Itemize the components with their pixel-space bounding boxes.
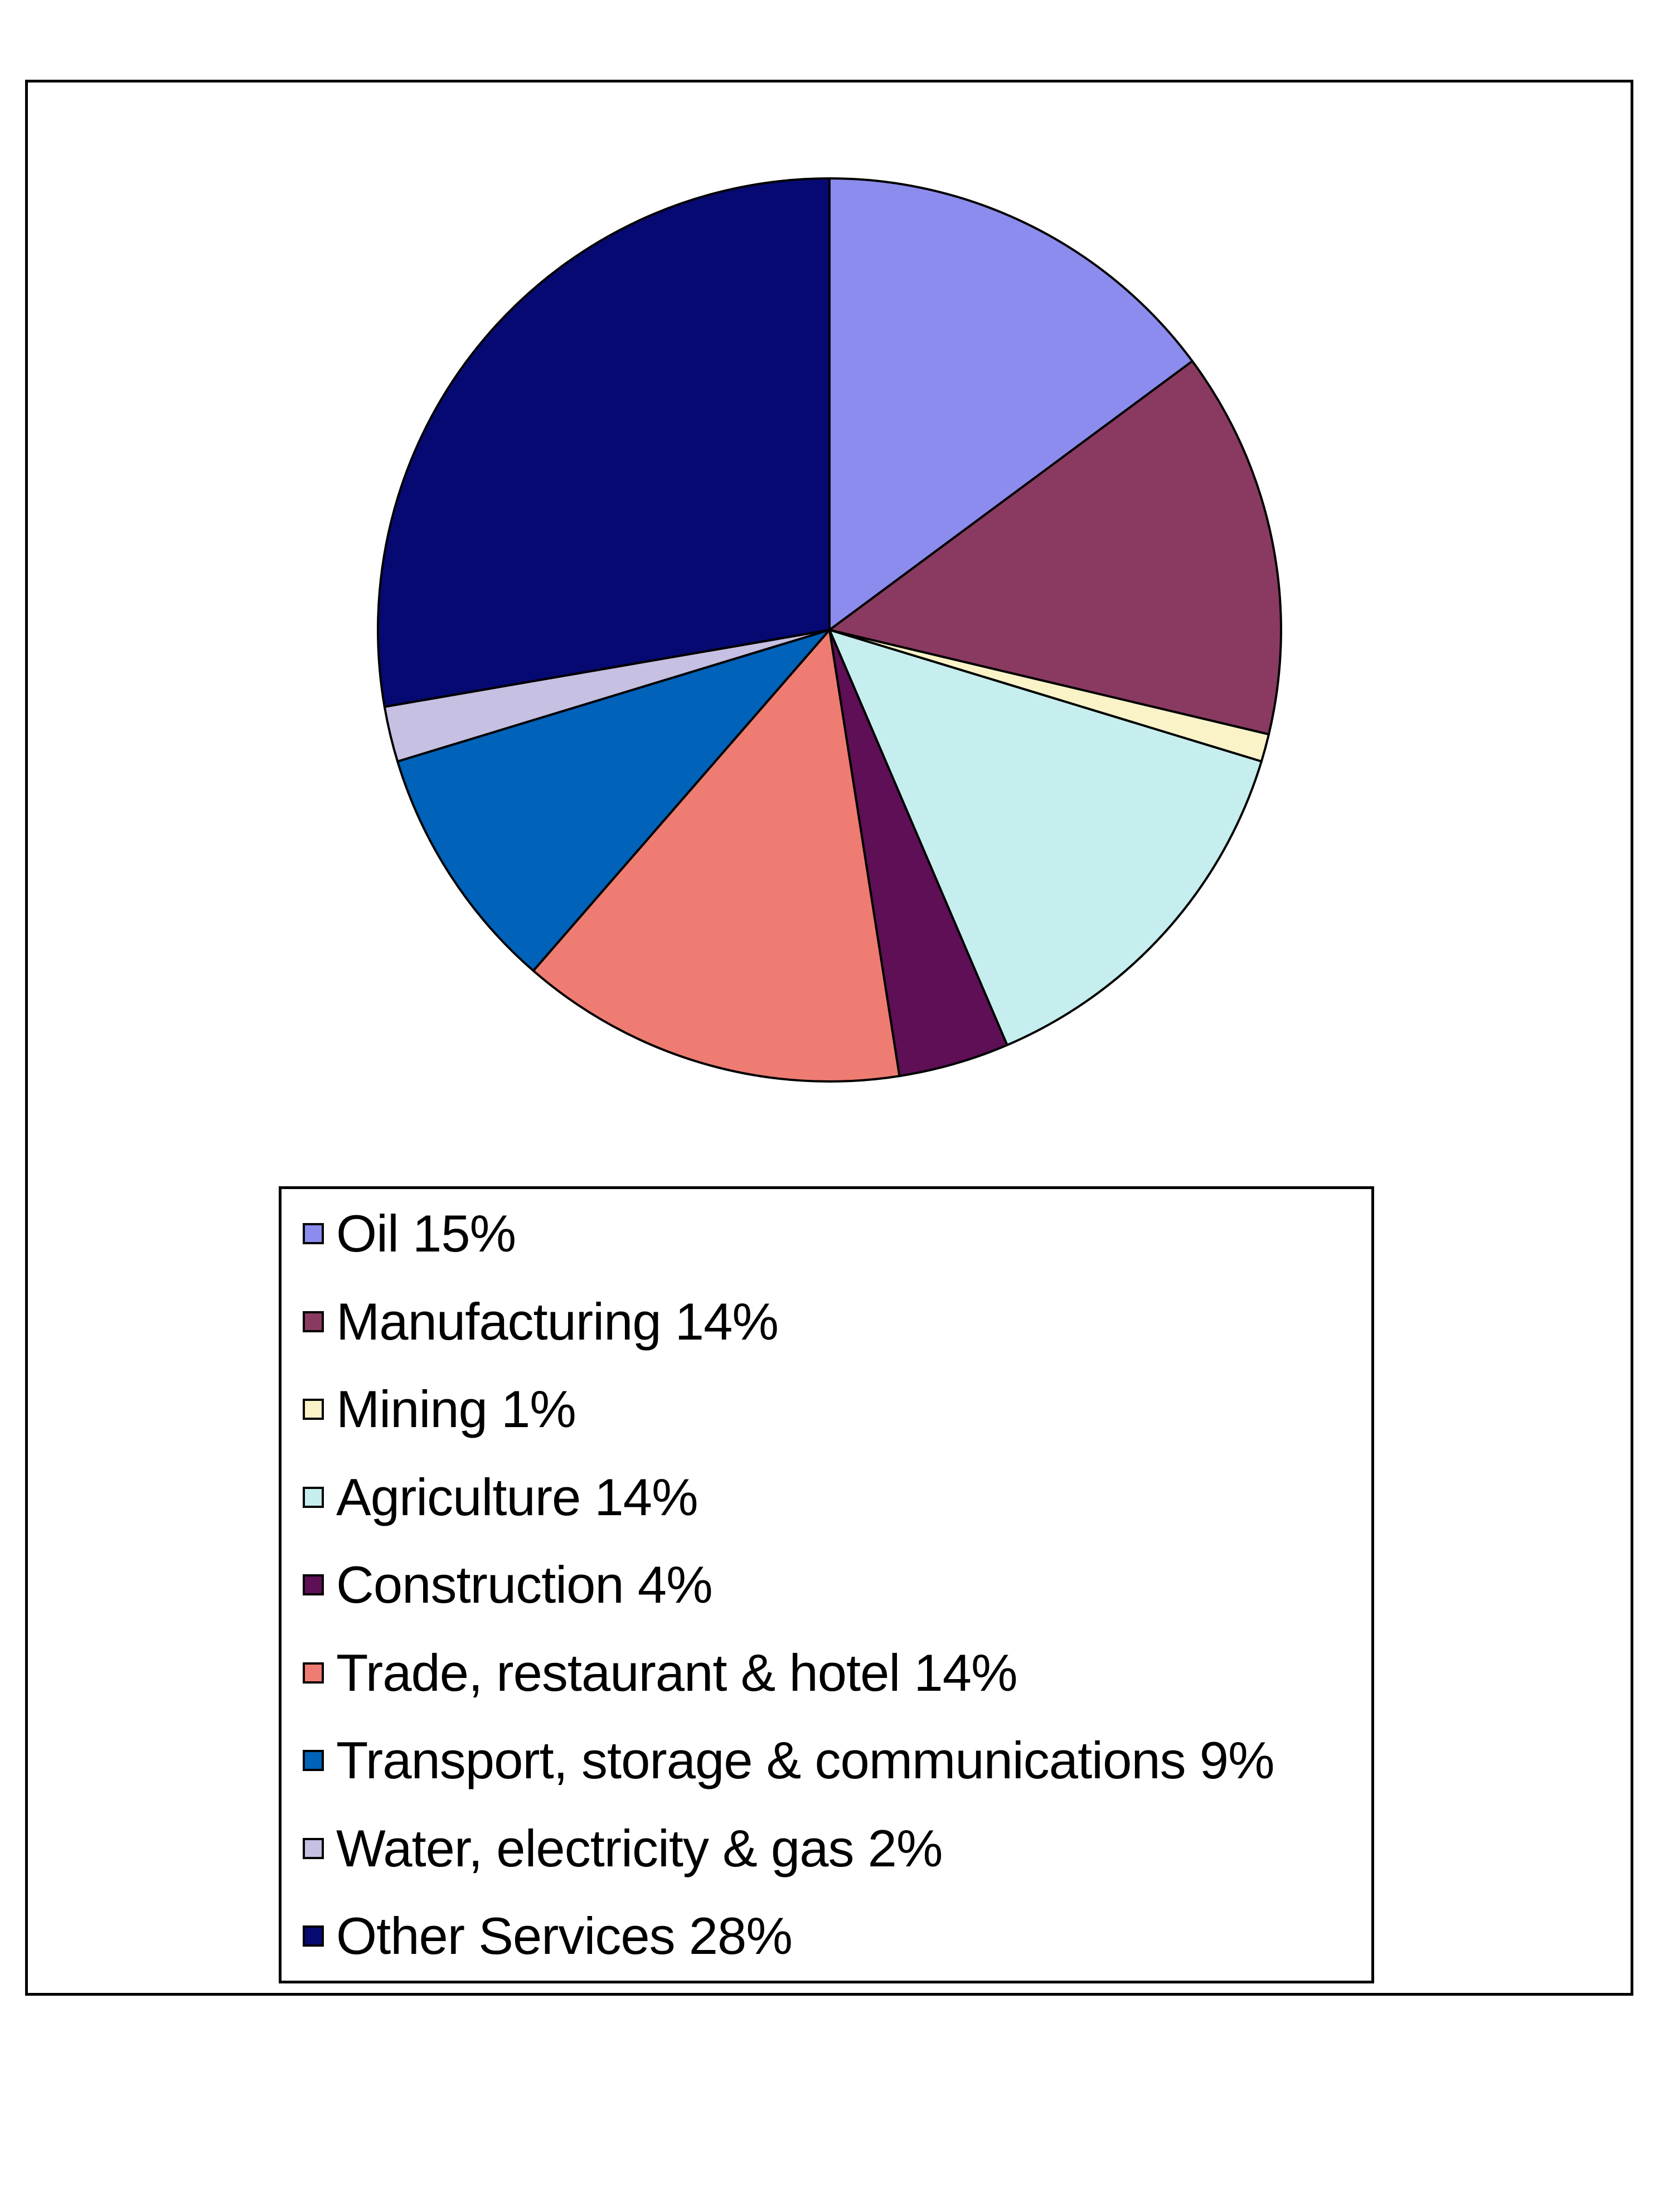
legend-label-oil: Oil 15%	[336, 1204, 516, 1263]
legend-item-other-services: Other Services 28%	[303, 1903, 793, 1970]
legend-item-trade-restaurant-hotel: Trade, restaurant & hotel 14%	[303, 1639, 1018, 1706]
legend-label-transport-storage-communications: Transport, storage & communications 9%	[336, 1731, 1275, 1789]
legend-item-construction: Construction 4%	[303, 1551, 713, 1618]
legend-item-mining: Mining 1%	[303, 1376, 576, 1443]
legend-item-manufacturing: Manufacturing 14%	[303, 1288, 779, 1355]
legend-label-trade-restaurant-hotel: Trade, restaurant & hotel 14%	[336, 1643, 1018, 1702]
legend-swatch-water-electricity-gas	[303, 1837, 324, 1859]
legend-item-water-electricity-gas: Water, electricity & gas 2%	[303, 1815, 943, 1882]
legend-label-construction: Construction 4%	[336, 1555, 713, 1614]
legend-item-transport-storage-communications: Transport, storage & communications 9%	[303, 1727, 1275, 1794]
legend-label-manufacturing: Manufacturing 14%	[336, 1292, 779, 1351]
legend-swatch-trade-restaurant-hotel	[303, 1662, 324, 1684]
legend-item-agriculture: Agriculture 14%	[303, 1464, 698, 1531]
legend-label-water-electricity-gas: Water, electricity & gas 2%	[336, 1818, 943, 1878]
legend-swatch-construction	[303, 1574, 324, 1595]
legend-swatch-manufacturing	[303, 1311, 324, 1332]
legend-label-agriculture: Agriculture 14%	[336, 1467, 698, 1526]
legend-swatch-agriculture	[303, 1486, 324, 1508]
legend-swatch-oil	[303, 1223, 324, 1244]
legend-label-mining: Mining 1%	[336, 1380, 576, 1438]
legend-label-other-services: Other Services 28%	[336, 1907, 793, 1965]
chart-legend: Oil 15% Manufacturing 14% Mining 1% Agricul…	[279, 1186, 1374, 1983]
legend-item-oil: Oil 15%	[303, 1200, 516, 1267]
legend-swatch-mining	[303, 1399, 324, 1420]
legend-swatch-other-services	[303, 1925, 324, 1947]
legend-swatch-transport-storage-communications	[303, 1750, 324, 1771]
